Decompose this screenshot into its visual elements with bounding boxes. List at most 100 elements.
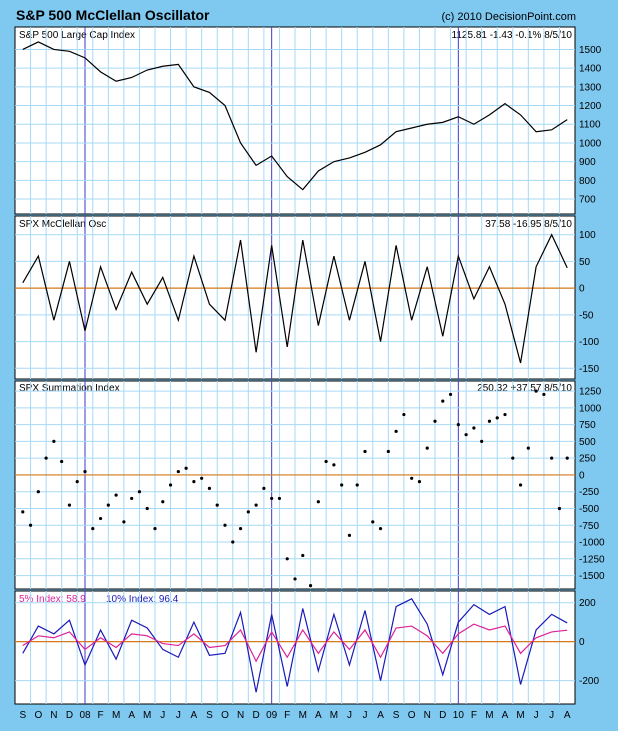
x-tick-label: M (299, 710, 307, 721)
summation-point (332, 463, 336, 467)
summation-point (511, 456, 515, 460)
y-tick-label: 0 (579, 637, 585, 648)
summation-readout: 250.32 +37.57 8/5/10 (477, 383, 572, 394)
y-tick-label: -150 (579, 364, 599, 375)
summation-point (106, 503, 110, 507)
y-tick-label: 1000 (579, 403, 602, 414)
x-tick-label: 08 (79, 710, 91, 721)
x-tick-label: 09 (266, 710, 278, 721)
summation-point (36, 490, 40, 494)
summation-point (114, 493, 118, 497)
summation-point (270, 496, 274, 501)
oscillator-readout: 37.58 -16.95 8/5/10 (485, 219, 572, 230)
summation-point (565, 456, 569, 460)
x-tick-label: S (206, 710, 213, 721)
y-tick-label: 1300 (579, 82, 602, 93)
summation-point (98, 516, 103, 521)
x-tick-label: N (237, 710, 244, 721)
x-axis-labels: S O N D 08 F M A M J J A S O N D 09 F M A M J J A S O N D 10 F M A M J J A (19, 710, 570, 721)
oscillator-panel-title: SPX McClellan Osc (19, 219, 106, 230)
summation-point (518, 483, 523, 487)
x-tick-label: A (564, 710, 571, 721)
summation-point (60, 459, 64, 464)
x-tick-label: N (424, 710, 431, 721)
chart-marks: 700 800 900 1000 1100 1200 1300 1400 1500 100 50 0 -… (15, 27, 605, 704)
summation-point (316, 500, 320, 504)
breadth-10pct-line (22, 598, 568, 693)
summation-point (161, 500, 165, 504)
summation-point (441, 399, 445, 403)
chart-title: S&P 500 McClellan Oscillator (16, 7, 210, 23)
y-tick-label: 1200 (579, 101, 602, 112)
copyright-notice: (c) 2010 DecisionPoint.com (441, 11, 576, 23)
summation-point (402, 412, 406, 417)
summation-point (456, 423, 460, 427)
x-tick-label: S (19, 710, 26, 721)
summation-point (176, 469, 180, 474)
y-tick-label: 1400 (579, 64, 602, 75)
x-tick-label: O (408, 710, 416, 721)
y-tick-label: 250 (579, 454, 596, 465)
summation-point (168, 483, 173, 487)
breadth-legend-10pct: 10% Index: 96.4 (106, 594, 179, 605)
summation-point (184, 466, 188, 470)
summation-point (44, 456, 48, 460)
summation-point (526, 446, 530, 450)
oscillator-line (22, 233, 568, 364)
x-tick-label: O (34, 710, 42, 721)
summation-point (495, 416, 499, 420)
x-tick-label: A (128, 710, 135, 721)
summation-point (207, 486, 212, 490)
summation-point (137, 490, 142, 494)
summation-point (91, 527, 95, 531)
summation-point (480, 439, 484, 443)
summation-point (223, 523, 227, 527)
summation-point (425, 446, 429, 450)
summation-point (347, 533, 352, 537)
summation-point (231, 540, 235, 544)
x-tick-label: A (502, 710, 509, 721)
summation-point (52, 439, 56, 443)
summation-point (550, 456, 554, 460)
y-tick-label: 900 (579, 157, 596, 168)
summation-point (542, 392, 546, 397)
y-tick-label: 100 (579, 230, 596, 241)
y-tick-label: 800 (579, 176, 596, 187)
summation-point (238, 527, 243, 531)
summation-point (394, 429, 398, 433)
x-tick-label: S (393, 710, 400, 721)
summation-point (308, 584, 313, 588)
x-tick-label: J (176, 710, 181, 721)
x-tick-label: D (252, 710, 259, 721)
summation-point (254, 503, 258, 507)
y-tick-label: 700 (579, 195, 596, 206)
y-tick-label: 0 (579, 470, 585, 481)
y-tick-label: 50 (579, 257, 591, 268)
y-tick-label: -100 (579, 337, 599, 348)
summation-point (277, 496, 282, 501)
x-tick-label: F (98, 710, 104, 721)
y-tick-label: 1100 (579, 120, 601, 131)
x-tick-label: D (66, 710, 73, 721)
summation-point (324, 459, 328, 464)
y-tick-label: -750 (579, 521, 599, 532)
y-tick-label: 0 (579, 284, 585, 295)
x-tick-label: F (471, 710, 477, 721)
x-tick-label: O (221, 710, 229, 721)
y-tick-label: 1500 (579, 45, 602, 56)
summation-point (246, 510, 250, 514)
y-tick-label: -50 (579, 310, 594, 321)
x-tick-label: M (112, 710, 120, 721)
summation-panel-title: SPX Summation Index (19, 383, 120, 394)
y-tick-label: -500 (579, 504, 599, 515)
summation-point (293, 577, 297, 581)
summation-point (67, 503, 72, 507)
summation-point (153, 527, 157, 531)
summation-point (301, 553, 305, 558)
summation-point (464, 433, 468, 437)
summation-point (355, 483, 359, 487)
summation-point (417, 480, 422, 484)
y-tick-label: 1250 (579, 387, 602, 398)
summation-point (130, 496, 134, 501)
